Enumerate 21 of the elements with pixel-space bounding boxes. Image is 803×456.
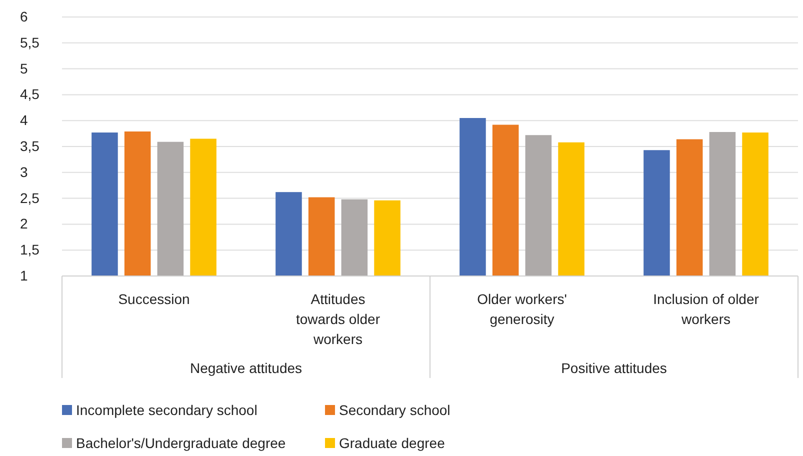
y-tick-label: 5 bbox=[20, 60, 28, 76]
y-tick-label: 1,5 bbox=[20, 242, 40, 258]
y-tick-label: 4 bbox=[20, 112, 28, 128]
x-tick-label: Attitudes towards older workers bbox=[296, 291, 380, 347]
x-tick-label: Succession bbox=[118, 291, 190, 307]
legend-label: Graduate degree bbox=[339, 435, 446, 451]
y-tick-label: 3 bbox=[20, 164, 28, 180]
y-tick-label: 6 bbox=[20, 8, 28, 24]
y-tick-label: 4,5 bbox=[20, 86, 40, 102]
y-tick-label: 2,5 bbox=[20, 190, 40, 206]
legend-label: Secondary school bbox=[339, 402, 450, 418]
x-tick-label: Older workers' generosity bbox=[477, 291, 567, 327]
legend-label: Incomplete secondary school bbox=[76, 402, 258, 418]
y-tick-label: 3,5 bbox=[20, 138, 40, 154]
y-tick-label: 5,5 bbox=[20, 34, 40, 50]
y-tick-label: 1 bbox=[20, 267, 28, 284]
x-tick-label: Inclusion of older workers bbox=[653, 291, 760, 327]
y-tick-label: 2 bbox=[20, 216, 28, 232]
text: Negative attitudes bbox=[190, 360, 302, 376]
text: Positive attitudes bbox=[561, 360, 667, 376]
legend-label: Bachelor's/Undergraduate degree bbox=[76, 435, 286, 451]
